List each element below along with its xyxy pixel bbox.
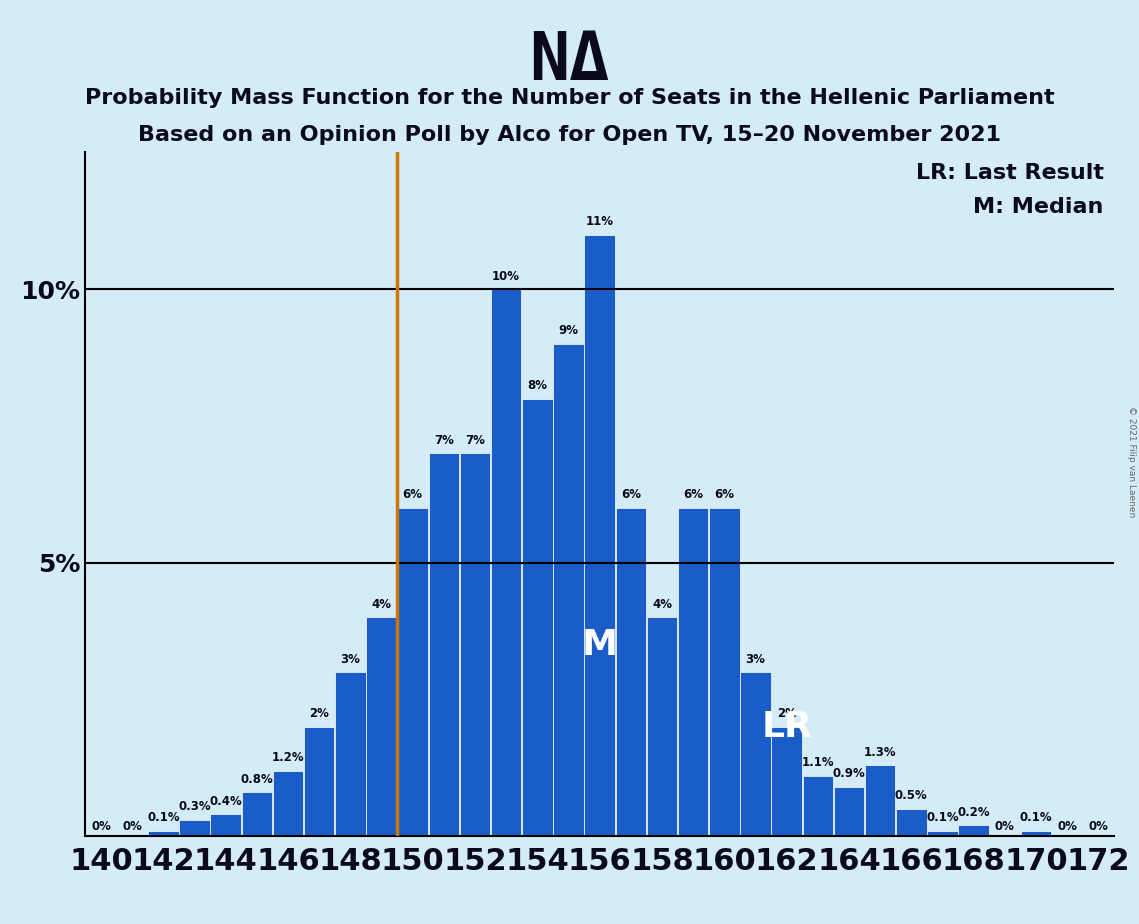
Text: Based on an Opinion Poll by Alco for Open TV, 15–20 November 2021: Based on an Opinion Poll by Alco for Ope… — [138, 125, 1001, 145]
Bar — [335, 672, 366, 836]
Text: 1.3%: 1.3% — [863, 746, 896, 759]
Bar — [771, 727, 802, 836]
Text: 0.1%: 0.1% — [147, 811, 180, 824]
Bar — [740, 672, 771, 836]
Text: 0%: 0% — [995, 821, 1015, 833]
Text: M: M — [582, 627, 617, 662]
Text: 0%: 0% — [1089, 821, 1108, 833]
Bar — [678, 508, 708, 836]
Text: 8%: 8% — [527, 379, 548, 392]
Bar — [460, 454, 490, 836]
Text: NΔ: NΔ — [530, 28, 609, 93]
Bar — [211, 814, 241, 836]
Text: 3%: 3% — [746, 652, 765, 665]
Bar — [896, 808, 927, 836]
Text: 9%: 9% — [558, 324, 579, 337]
Text: 0%: 0% — [122, 821, 142, 833]
Bar — [958, 825, 989, 836]
Bar — [428, 454, 459, 836]
Text: 4%: 4% — [652, 598, 672, 611]
Bar — [272, 771, 303, 836]
Text: 6%: 6% — [403, 489, 423, 502]
Text: LR: LR — [761, 710, 812, 744]
Text: 10%: 10% — [492, 270, 521, 283]
Text: 3%: 3% — [341, 652, 360, 665]
Bar — [803, 776, 833, 836]
Bar — [927, 831, 958, 836]
Text: 0.2%: 0.2% — [958, 806, 990, 819]
Text: LR: Last Result: LR: Last Result — [916, 163, 1104, 183]
Text: 0.9%: 0.9% — [833, 768, 866, 781]
Bar — [1021, 831, 1051, 836]
Text: 0.1%: 0.1% — [1019, 811, 1052, 824]
Text: 11%: 11% — [585, 215, 614, 228]
Text: 1.2%: 1.2% — [272, 751, 304, 764]
Text: M: Median: M: Median — [974, 197, 1104, 217]
Text: 6%: 6% — [621, 489, 641, 502]
Bar — [241, 793, 272, 836]
Text: 4%: 4% — [371, 598, 392, 611]
Text: 0.3%: 0.3% — [178, 800, 211, 813]
Bar — [304, 727, 335, 836]
Bar — [647, 617, 678, 836]
Text: © 2021 Filip van Laenen: © 2021 Filip van Laenen — [1126, 407, 1136, 517]
Text: 0%: 0% — [91, 821, 110, 833]
Bar — [179, 820, 210, 836]
Text: 6%: 6% — [714, 489, 735, 502]
Text: Probability Mass Function for the Number of Seats in the Hellenic Parliament: Probability Mass Function for the Number… — [84, 88, 1055, 108]
Text: 0.1%: 0.1% — [926, 811, 959, 824]
Bar — [710, 508, 739, 836]
Bar — [615, 508, 646, 836]
Text: 2%: 2% — [310, 707, 329, 720]
Bar — [367, 617, 396, 836]
Text: 0%: 0% — [1057, 821, 1077, 833]
Bar — [148, 831, 179, 836]
Text: 6%: 6% — [683, 489, 703, 502]
Bar — [491, 289, 522, 836]
Bar — [522, 398, 552, 836]
Bar — [834, 787, 865, 836]
Text: 0.4%: 0.4% — [210, 795, 243, 808]
Bar — [398, 508, 428, 836]
Text: 1.1%: 1.1% — [802, 757, 834, 770]
Text: 7%: 7% — [465, 433, 485, 446]
Text: 7%: 7% — [434, 433, 453, 446]
Bar — [554, 344, 584, 836]
Text: 0.5%: 0.5% — [895, 789, 928, 802]
Text: 0.8%: 0.8% — [240, 772, 273, 786]
Text: 2%: 2% — [777, 707, 796, 720]
Bar — [865, 765, 895, 836]
Bar — [584, 235, 615, 836]
